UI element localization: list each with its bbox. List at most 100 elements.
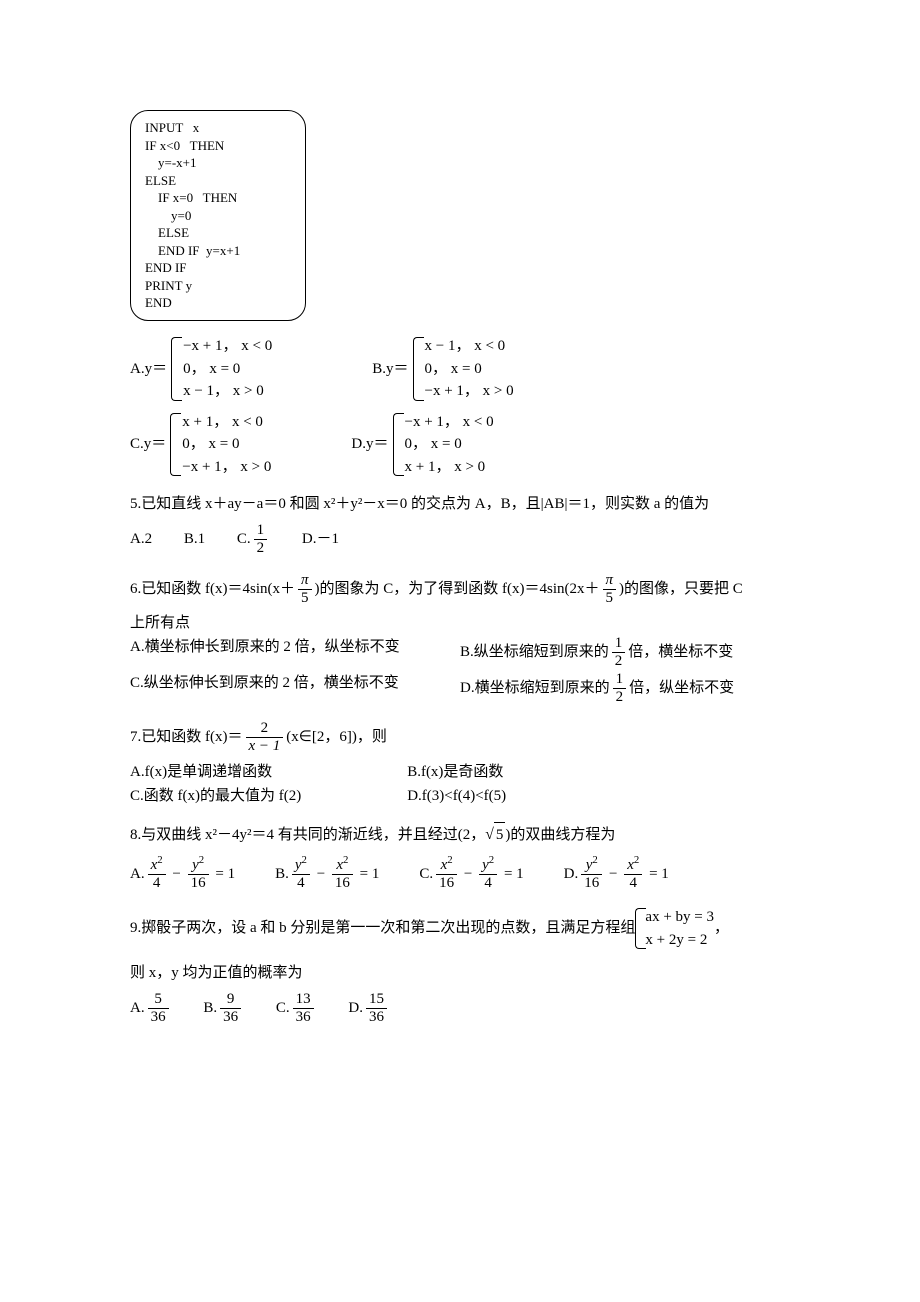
q6-B: B.纵坐标缩短到原来的12倍，横坐标不变 — [460, 635, 790, 671]
q7-A: A.f(x)是单调递增函数 — [130, 760, 407, 784]
piecewise-line: x − 1， x > 0 — [183, 380, 272, 403]
frac-den: 16 — [581, 875, 602, 892]
frac-num: y2 — [581, 857, 602, 875]
q9-D: D.1536 — [348, 991, 390, 1027]
q4-B-label: B.y＝ — [372, 357, 408, 381]
frac-num: π — [603, 572, 617, 590]
q4-D-label: D.y＝ — [351, 432, 388, 456]
text: B.纵坐标缩短到原来的 — [460, 644, 609, 660]
frac-den: 2 — [254, 540, 268, 557]
q4-A-piecewise: −x + 1， x < 0 0， x = 0 x − 1， x > 0 — [171, 335, 272, 403]
frac-den: 36 — [220, 1009, 241, 1026]
q9-B: B.936 — [203, 991, 244, 1027]
sys-line: ax + by = 3 — [645, 906, 714, 929]
opt-prefix: B. — [203, 1000, 217, 1016]
text: = 1 — [649, 866, 669, 882]
q7-C: C.函数 f(x)的最大值为 f(2) — [130, 784, 407, 808]
q8-B: B.y24 − x216 = 1 — [275, 857, 379, 893]
frac-num: 2 — [246, 720, 284, 738]
piecewise-line: 0， x = 0 — [183, 358, 272, 381]
frac-num: 1 — [254, 522, 268, 540]
q9-A: A.536 — [130, 991, 172, 1027]
frac-den: 16 — [188, 875, 209, 892]
frac-den: 4 — [624, 875, 642, 892]
frac-num: 9 — [220, 991, 241, 1009]
frac-den: 36 — [366, 1009, 387, 1026]
opt-prefix: D. — [348, 1000, 363, 1016]
text: )的图像，只要把 C — [619, 581, 743, 597]
q8-D: D.y216 − x24 = 1 — [564, 857, 669, 893]
frac-num: 1 — [612, 635, 626, 653]
q4-C-piecewise: x + 1， x < 0 0， x = 0 −x + 1， x > 0 — [170, 411, 271, 479]
text: = 1 — [504, 866, 524, 882]
frac-den: 2 — [613, 689, 627, 706]
piecewise-line: −x + 1， x < 0 — [405, 411, 494, 434]
piecewise-line: 0， x = 0 — [425, 358, 514, 381]
text: 倍，横坐标不变 — [628, 644, 733, 660]
q4-D-piecewise: −x + 1， x < 0 0， x = 0 x + 1， x > 0 — [393, 411, 494, 479]
q6-C: C.纵坐标伸长到原来的 2 倍，横坐标不变 — [130, 671, 460, 707]
q7-stem: 7.已知函数 f(x)＝2x − 1(x∈[2，6])，则 — [130, 720, 790, 756]
q9-stem: 9.掷骰子两次，设 a 和 b 分别是第一一次和第二次出现的点数，且满足方程组a… — [130, 906, 790, 951]
q4-C-label: C.y＝ — [130, 432, 166, 456]
piecewise-line: x − 1， x < 0 — [425, 335, 514, 358]
q7-D: D.f(3)<f(4)<f(5) — [407, 784, 737, 808]
frac-den: 16 — [436, 875, 457, 892]
frac-den: 5 — [298, 590, 312, 607]
frac-den: 4 — [148, 875, 166, 892]
sys-line: x + 2y = 2 — [645, 929, 714, 952]
equation-system: ax + by = 3x + 2y = 2 — [635, 906, 714, 951]
pseudocode-box: INPUT x IF x<0 THEN y=-x+1 ELSE IF x=0 T… — [130, 110, 306, 321]
piecewise-line: −x + 1， x > 0 — [425, 380, 514, 403]
frac-num: x2 — [332, 857, 353, 875]
q5-A: A.2 — [130, 527, 152, 551]
opt-prefix: C. — [276, 1000, 290, 1016]
frac-den: 36 — [148, 1009, 169, 1026]
frac-den: x − 1 — [246, 738, 284, 755]
frac-den: 2 — [612, 653, 626, 670]
sqrt-arg: 5 — [494, 822, 506, 847]
piecewise-line: −x + 1， x < 0 — [183, 335, 272, 358]
sqrt: √5 — [485, 822, 505, 847]
q4-row-ab: A.y＝ −x + 1， x < 0 0， x = 0 x − 1， x > 0… — [130, 335, 790, 403]
q7-options-row1: A.f(x)是单调递增函数 B.f(x)是奇函数 — [130, 760, 790, 784]
q5-stem: 5.已知直线 x＋ay－a＝0 和圆 x²＋y²－x＝0 的交点为 A，B，且|… — [130, 492, 790, 516]
q8-A: A.x24 − y216 = 1 — [130, 857, 235, 893]
opt-prefix: D. — [564, 866, 579, 882]
opt-prefix: B. — [275, 866, 289, 882]
text: 8.与双曲线 x²－4y²＝4 有共同的渐近线，并且经过(2， — [130, 827, 485, 843]
text: )的图象为 C，为了得到函数 f(x)＝4sin(2x＋ — [315, 581, 600, 597]
frac-den: 16 — [332, 875, 353, 892]
q6-options-row2: C.纵坐标伸长到原来的 2 倍，横坐标不变 D.横坐标缩短到原来的12倍，纵坐标… — [130, 671, 790, 707]
text: 倍，纵坐标不变 — [629, 680, 734, 696]
piecewise-line: 0， x = 0 — [405, 433, 494, 456]
text: = 1 — [360, 866, 380, 882]
piecewise-line: x + 1， x > 0 — [405, 456, 494, 479]
frac-num: 5 — [148, 991, 169, 1009]
q5-options: A.2 B.1 C.12 D.－1 — [130, 522, 790, 558]
q7-options-row2: C.函数 f(x)的最大值为 f(2) D.f(3)<f(4)<f(5) — [130, 784, 790, 808]
frac-den: 5 — [603, 590, 617, 607]
text: (x∈[2，6])，则 — [286, 729, 387, 745]
frac-den: 36 — [293, 1009, 314, 1026]
q7-B: B.f(x)是奇函数 — [407, 760, 737, 784]
q9-stem-cont: 则 x，y 均为正值的概率为 — [130, 961, 790, 985]
q5-D: D.－1 — [302, 527, 339, 551]
text: 6.已知函数 f(x)＝4sin(x＋ — [130, 581, 295, 597]
q9-C: C.1336 — [276, 991, 317, 1027]
text: 9.掷骰子两次，设 a 和 b 分别是第一一次和第二次出现的点数，且满足方程组 — [130, 920, 635, 936]
opt-prefix: A. — [130, 866, 145, 882]
q6-options-row1: A.横坐标伸长到原来的 2 倍，纵坐标不变 B.纵坐标缩短到原来的12倍，横坐标… — [130, 635, 790, 671]
q4-A-label: A.y＝ — [130, 357, 167, 381]
text: 7.已知函数 f(x)＝ — [130, 729, 243, 745]
q6-stem-cont: 上所有点 — [130, 611, 790, 635]
q6-D: D.横坐标缩短到原来的12倍，纵坐标不变 — [460, 671, 790, 707]
q4-row-cd: C.y＝ x + 1， x < 0 0， x = 0 −x + 1， x > 0… — [130, 411, 790, 479]
frac-num: y2 — [188, 857, 209, 875]
text: ， — [714, 920, 729, 936]
q9-options: A.536 B.936 C.1336 D.1536 — [130, 991, 790, 1027]
frac-num: y2 — [292, 857, 310, 875]
frac-num: x2 — [436, 857, 457, 875]
q8-C: C.x216 − y24 = 1 — [419, 857, 523, 893]
frac-den: 4 — [292, 875, 310, 892]
